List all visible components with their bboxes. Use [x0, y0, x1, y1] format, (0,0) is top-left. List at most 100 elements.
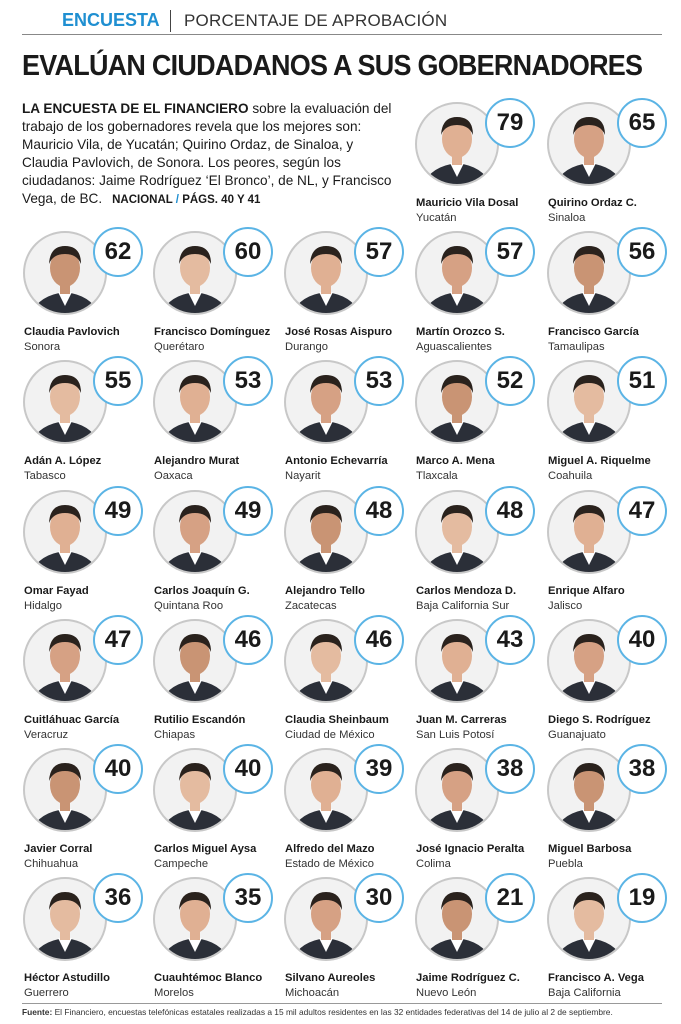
governor-card: 30 Silvano Aureoles Michoacán	[283, 873, 413, 1001]
governor-card: 48 Alejandro Tello Zacatecas	[283, 485, 413, 614]
portrait	[153, 489, 237, 574]
approval-score: 48	[354, 485, 404, 536]
approval-score: 52	[485, 356, 535, 407]
governor-card: 53 Antonio Echevarría Nayarit	[283, 356, 413, 484]
governor-card: 53 Alejandro Murat Oaxaca	[152, 356, 282, 484]
approval-score: 79	[485, 98, 535, 148]
approval-score: 47	[617, 485, 667, 536]
governor-card: 55 Adán A. López Tabasco	[22, 356, 152, 484]
portrait	[153, 877, 237, 962]
portrait	[284, 877, 368, 962]
approval-score: 43	[485, 614, 535, 665]
portrait	[284, 748, 368, 832]
governor-card: 62 Claudia Pavlovich Sonora	[22, 227, 152, 355]
governor-card: 39 Alfredo del Mazo Estado de México	[283, 744, 413, 872]
governor-state: Chihuahua	[24, 858, 79, 870]
governor-card: 35 Cuauhtémoc Blanco Morelos	[152, 873, 282, 1001]
governor-name: Francisco A. Vega	[548, 972, 644, 985]
governor-card: 36 Héctor Astudillo Guerrero	[22, 873, 152, 1001]
approval-score: 60	[223, 227, 273, 278]
governor-name: Adán A. López	[24, 455, 102, 468]
governor-card: 79 Mauricio Vila Dosal Yucatán	[414, 98, 544, 226]
governor-card: 60 Francisco Domínguez Querétaro	[152, 227, 282, 355]
governor-card: 49 Carlos Joaquín G. Quintana Roo	[152, 485, 282, 614]
governor-name: Mauricio Vila Dosal	[416, 197, 519, 209]
approval-score: 30	[354, 873, 404, 924]
portrait	[415, 360, 499, 445]
approval-score: 46	[354, 614, 404, 665]
governor-name: Martín Orozco S.	[416, 326, 505, 339]
governor-state: Chiapas	[154, 728, 196, 741]
governor-name: Carlos Miguel Aysa	[154, 843, 257, 855]
governor-name: Jaime Rodríguez C.	[416, 972, 520, 985]
governor-state: Tamaulipas	[548, 341, 605, 354]
header-section: PORCENTAJE DE APROBACIÓN	[184, 11, 448, 30]
portrait	[547, 489, 631, 574]
portrait	[547, 748, 631, 832]
portrait	[415, 489, 499, 574]
governor-card: 40 Carlos Miguel Aysa Campeche	[152, 744, 282, 872]
governor-state: Ciudad de México	[285, 728, 375, 741]
governor-card: 46 Rutilio Escandón Chiapas	[152, 614, 282, 743]
governor-state: Baja California	[548, 987, 621, 1000]
governor-state: Tabasco	[24, 470, 66, 483]
approval-score: 40	[93, 744, 143, 794]
governor-name: Silvano Aureoles	[285, 972, 376, 985]
governor-state: Tlaxcala	[416, 470, 458, 483]
footer-label: Fuente:	[22, 1007, 53, 1017]
portrait	[547, 618, 631, 703]
governor-name: Claudia Pavlovich	[24, 326, 120, 339]
governor-state: Aguascalientes	[416, 341, 492, 354]
approval-score: 36	[93, 873, 143, 924]
governor-card: 40 Javier Corral Chihuahua	[22, 744, 152, 872]
approval-score: 21	[485, 873, 535, 924]
approval-score: 46	[223, 614, 273, 665]
governor-name: Alfredo del Mazo	[285, 843, 375, 855]
governor-state: Yucatán	[416, 212, 457, 224]
governor-state: Zacatecas	[285, 599, 337, 612]
governor-name: Diego S. Rodríguez	[548, 713, 651, 726]
approval-score: 56	[617, 227, 667, 278]
governor-name: Enrique Alfaro	[548, 584, 625, 597]
governor-name: Alejandro Tello	[285, 584, 365, 597]
ref-pages: PÁGS. 40 Y 41	[182, 194, 261, 206]
governor-card: 43 Juan M. Carreras San Luis Potosí	[414, 614, 544, 743]
governor-state: Baja California Sur	[416, 599, 510, 612]
approval-score: 55	[93, 356, 143, 407]
approval-score: 40	[617, 614, 667, 665]
governor-state: Estado de México	[285, 858, 374, 870]
intro-lead: LA ENCUESTA DE EL FINANCIERO	[22, 101, 249, 116]
governor-state: Veracruz	[24, 728, 69, 741]
portrait	[415, 618, 499, 703]
governor-card: 47 Enrique Alfaro Jalisco	[546, 485, 676, 614]
governor-name: José Ignacio Peralta	[416, 843, 525, 855]
portrait	[415, 102, 499, 186]
governor-name: Cuauhtémoc Blanco	[154, 972, 263, 985]
approval-score: 19	[617, 873, 667, 924]
approval-score: 65	[617, 98, 667, 148]
approval-score: 38	[485, 744, 535, 794]
governor-name: Javier Corral	[24, 843, 93, 855]
governor-state: Guerrero	[24, 987, 69, 1000]
footer: Fuente: El Financiero, encuestas telefón…	[22, 1003, 662, 1017]
approval-score: 39	[354, 744, 404, 794]
governor-card: 57 Martín Orozco S. Aguascalientes	[414, 227, 544, 355]
governor-state: Puebla	[548, 858, 583, 870]
governor-name: Alejandro Murat	[154, 455, 240, 468]
approval-score: 49	[93, 485, 143, 536]
portrait	[415, 231, 499, 316]
portrait	[23, 618, 107, 703]
approval-score: 57	[354, 227, 404, 278]
governor-name: Francisco García	[548, 326, 639, 339]
governor-card: 47 Cuitláhuac García Veracruz	[22, 614, 152, 743]
ref-section: NACIONAL	[112, 194, 173, 206]
governor-name: Claudia Sheinbaum	[285, 713, 389, 726]
intro-text: sobre la evaluación del trabajo de los g…	[22, 101, 392, 206]
governor-state: Quintana Roo	[154, 599, 224, 612]
approval-score: 40	[223, 744, 273, 794]
approval-score: 49	[223, 485, 273, 536]
approval-score: 53	[223, 356, 273, 407]
governor-state: Michoacán	[285, 987, 340, 1000]
governor-state: Guanajuato	[548, 728, 606, 741]
